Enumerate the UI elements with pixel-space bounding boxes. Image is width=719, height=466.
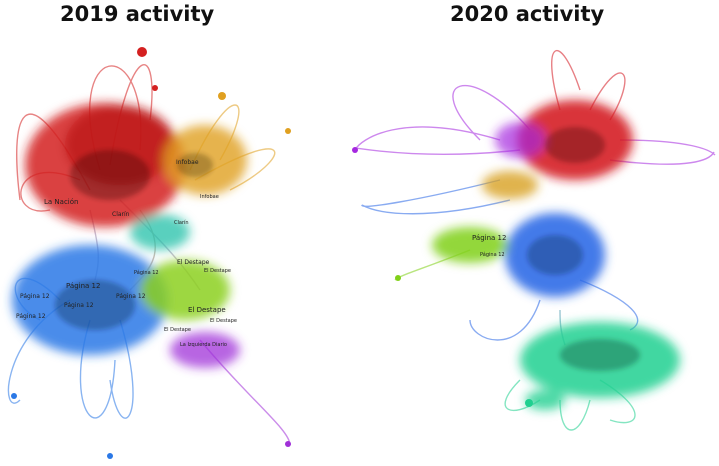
outlier-nodes-2020 [352, 147, 533, 407]
node-labels-2020: Página 12 Página 12 [472, 234, 506, 258]
outlier-nodes-2019 [11, 47, 291, 459]
panel-title-2020: 2020 activity [450, 2, 605, 26]
node-label: El Destape [164, 327, 191, 333]
node-label: Página 12 [472, 234, 506, 242]
node-label: El Destape [210, 318, 237, 324]
node-label: Página 12 [66, 282, 100, 290]
node-label: Página 12 [134, 269, 159, 276]
node-label: Página 12 [116, 293, 146, 300]
node-label: Infobae [200, 194, 219, 200]
node-label: El Destape [188, 306, 226, 314]
node-label: Página 12 [64, 302, 94, 309]
network-2019: La Nación Clarín Infobae Infobae Clarín … [7, 47, 291, 459]
node-label: El Destape [204, 268, 231, 274]
node-cores-2019 [55, 150, 213, 330]
node-label: El Destape [177, 259, 210, 266]
node-label: Clarín [112, 211, 130, 218]
panel-title-2019: 2019 activity [60, 2, 215, 26]
node-label: Clarín [174, 219, 189, 226]
node-label: La Izquierda Diario [180, 342, 227, 348]
node-cores-2020 [527, 127, 640, 371]
clusters-2019 [12, 103, 247, 368]
node-label: Página 12 [20, 293, 50, 300]
node-label: La Nación [44, 198, 78, 206]
node-label: Infobae [176, 159, 199, 166]
node-label: Página 12 [16, 313, 46, 320]
node-label: Página 12 [480, 251, 505, 258]
node-labels-2019: La Nación Clarín Infobae Infobae Clarín … [16, 159, 237, 348]
network-2020: Página 12 Página 12 [352, 49, 716, 431]
